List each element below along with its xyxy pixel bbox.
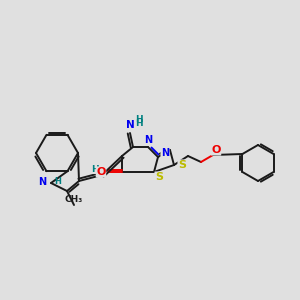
Text: S: S — [155, 172, 163, 182]
Text: N: N — [161, 148, 169, 158]
Text: N: N — [126, 120, 134, 130]
Text: O: O — [211, 145, 221, 155]
Text: CH₃: CH₃ — [65, 194, 83, 203]
Text: N: N — [144, 135, 152, 145]
Text: H: H — [91, 164, 99, 173]
Text: H: H — [135, 119, 142, 128]
Text: H: H — [54, 178, 61, 187]
Text: N: N — [38, 177, 46, 187]
Text: O: O — [96, 167, 106, 177]
Text: H: H — [135, 115, 142, 124]
Text: S: S — [178, 160, 186, 170]
